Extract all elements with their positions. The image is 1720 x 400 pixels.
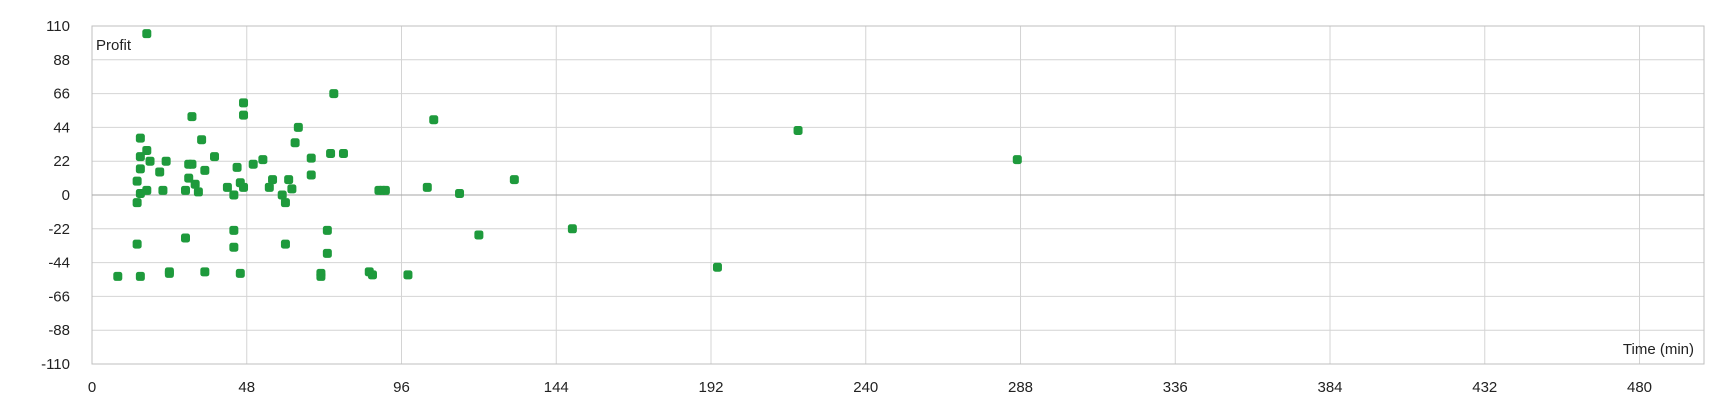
data-point bbox=[287, 184, 297, 194]
x-tick-label: 192 bbox=[698, 379, 723, 396]
data-point bbox=[277, 190, 287, 200]
data-point bbox=[135, 133, 145, 143]
data-point bbox=[187, 112, 197, 122]
y-tick-label: 22 bbox=[53, 153, 70, 170]
data-point bbox=[422, 182, 432, 192]
y-axis-title: Profit bbox=[96, 37, 132, 54]
data-point bbox=[268, 175, 278, 185]
x-tick-label: 432 bbox=[1472, 379, 1497, 396]
data-point bbox=[239, 98, 249, 108]
data-point bbox=[229, 242, 239, 252]
data-point bbox=[293, 122, 303, 132]
data-point bbox=[326, 149, 336, 159]
data-point bbox=[280, 198, 290, 208]
data-point bbox=[338, 149, 348, 159]
y-tick-label: 0 bbox=[62, 187, 70, 204]
data-point bbox=[229, 225, 239, 235]
x-tick-label: 288 bbox=[1008, 379, 1033, 396]
data-point bbox=[509, 175, 519, 185]
data-point bbox=[280, 239, 290, 249]
y-tick-label: 44 bbox=[53, 119, 70, 136]
data-point bbox=[793, 125, 803, 135]
data-point bbox=[235, 268, 245, 278]
data-point bbox=[290, 138, 300, 148]
data-point bbox=[306, 153, 316, 163]
data-point bbox=[184, 173, 194, 183]
data-point bbox=[193, 187, 203, 197]
x-tick-label: 0 bbox=[88, 379, 96, 396]
data-point bbox=[222, 182, 232, 192]
x-tick-label: 144 bbox=[544, 379, 569, 396]
data-point bbox=[429, 115, 439, 125]
data-point bbox=[329, 89, 339, 99]
data-point bbox=[200, 267, 210, 277]
data-point bbox=[239, 182, 249, 192]
x-axis-title: Time (min) bbox=[1623, 341, 1694, 358]
data-point bbox=[132, 176, 142, 186]
data-point bbox=[132, 198, 142, 208]
data-point bbox=[367, 270, 377, 280]
data-point bbox=[187, 159, 197, 169]
data-point bbox=[180, 185, 190, 195]
data-point bbox=[142, 185, 152, 195]
data-point bbox=[284, 175, 294, 185]
data-point bbox=[113, 271, 123, 281]
data-point bbox=[316, 271, 326, 281]
x-tick-label: 384 bbox=[1318, 379, 1343, 396]
data-point bbox=[210, 152, 220, 162]
y-tick-label: -44 bbox=[48, 255, 70, 272]
data-point bbox=[306, 170, 316, 180]
data-point bbox=[142, 29, 152, 39]
data-point bbox=[135, 152, 145, 162]
data-point bbox=[380, 185, 390, 195]
data-point bbox=[142, 145, 152, 155]
data-point bbox=[248, 159, 258, 169]
data-point bbox=[190, 179, 200, 189]
data-point bbox=[135, 271, 145, 281]
y-tick-labels: -110 -88 -66 -44 -22 0 22 44 66 88 110 bbox=[41, 18, 70, 373]
x-tick-label: 48 bbox=[238, 379, 255, 396]
data-point bbox=[239, 110, 249, 120]
x-tick-label: 480 bbox=[1627, 379, 1652, 396]
y-tick-label: 88 bbox=[53, 52, 70, 69]
x-tick-labels: 0 48 96 144 192 240 288 336 384 432 480 bbox=[88, 379, 1652, 396]
data-point bbox=[132, 239, 142, 249]
data-point bbox=[158, 185, 168, 195]
data-point bbox=[180, 233, 190, 243]
data-point bbox=[229, 190, 239, 200]
data-point bbox=[455, 188, 465, 198]
y-tick-label: -22 bbox=[48, 221, 70, 238]
data-points bbox=[113, 29, 1022, 281]
data-point bbox=[135, 164, 145, 174]
data-point bbox=[712, 262, 722, 272]
data-point bbox=[264, 182, 274, 192]
data-point bbox=[164, 268, 174, 278]
data-point bbox=[161, 156, 171, 166]
data-point bbox=[155, 167, 165, 177]
data-point bbox=[322, 248, 332, 258]
y-tick-label: -110 bbox=[41, 356, 70, 373]
data-point bbox=[322, 225, 332, 235]
x-tick-label: 96 bbox=[393, 379, 410, 396]
data-point bbox=[197, 135, 207, 145]
y-tick-label: -66 bbox=[48, 288, 70, 305]
data-point bbox=[403, 270, 413, 280]
data-point bbox=[474, 230, 484, 240]
data-point bbox=[145, 156, 155, 166]
x-tick-label: 240 bbox=[853, 379, 878, 396]
data-point bbox=[258, 155, 268, 165]
y-tick-label: -88 bbox=[48, 322, 70, 339]
y-tick-label: 66 bbox=[53, 86, 70, 103]
data-point bbox=[232, 162, 242, 172]
data-point bbox=[1012, 155, 1022, 165]
data-point bbox=[567, 224, 577, 234]
data-point bbox=[200, 165, 210, 175]
x-tick-label: 336 bbox=[1163, 379, 1188, 396]
y-tick-label: 110 bbox=[46, 18, 70, 35]
